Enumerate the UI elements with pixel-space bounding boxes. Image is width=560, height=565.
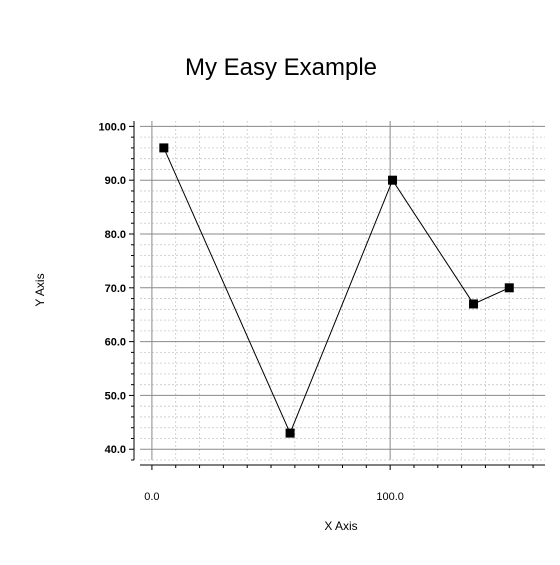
x-tick-label: 100.0 [376,491,404,503]
chart-title: My Easy Example [185,54,377,81]
y-tick-label: 40.0 [105,444,126,456]
y-tick-label: 60.0 [105,337,126,349]
data-point-marker [388,175,398,185]
series-layer [159,143,514,438]
data-point-marker [159,143,169,153]
tick-labels: 40.0 50.0 60.0 70.0 80.0 90.0 100.0 0.0 100.0 [98,121,403,503]
y-axis-label: Y Axis [33,273,47,306]
data-point-marker [469,299,479,309]
x-tick-label: 0.0 [144,491,159,503]
grid [140,121,545,461]
y-tick-label: 80.0 [105,229,126,241]
y-tick-label: 100.0 [98,121,126,133]
y-tick-label: 50.0 [105,390,126,402]
data-point-marker [504,283,514,293]
data-point-marker [285,428,295,438]
axes [129,121,545,470]
y-tick-label: 70.0 [105,283,126,295]
x-axis-label: X Axis [324,519,357,533]
y-tick-label: 90.0 [105,175,126,187]
